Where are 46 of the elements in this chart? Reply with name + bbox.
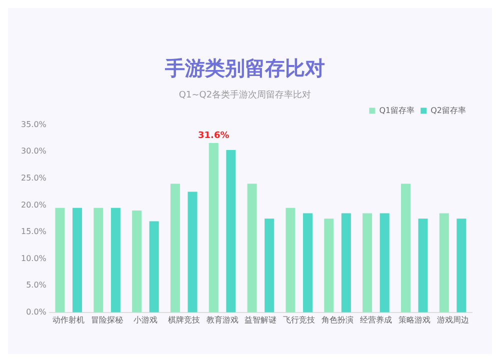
x-tick-label: 飞行竞技 <box>283 315 316 324</box>
x-tick-label: 动作射机 <box>52 315 85 324</box>
bar <box>208 143 218 312</box>
chart-subtitle: Q1~Q2各类手游次周留存率比对 <box>178 90 312 101</box>
bar <box>226 150 236 312</box>
bar <box>94 208 104 312</box>
y-tick-label: 25.0% <box>20 173 47 182</box>
y-tick-label: 5.0% <box>26 280 47 290</box>
bar <box>55 208 65 312</box>
bar <box>380 213 390 312</box>
data-label: 31.6% <box>198 130 230 141</box>
y-tick-label: 35.0% <box>20 120 47 129</box>
x-tick-label: 教育游戏 <box>206 315 238 324</box>
x-tick-label: 小游戏 <box>133 315 158 324</box>
y-tick-label: 0.0% <box>26 307 47 316</box>
bar <box>72 208 82 312</box>
bar <box>110 208 120 312</box>
bar <box>362 213 372 312</box>
bar <box>247 184 257 312</box>
x-tick-label: 益智解谜 <box>244 315 277 324</box>
bar <box>324 218 334 312</box>
x-tick-label: 棋牌竞技 <box>168 315 200 324</box>
legend-label: Q1留存率 <box>379 106 415 115</box>
bar <box>286 208 296 312</box>
bar <box>439 213 449 312</box>
y-tick-label: 30.0% <box>20 146 47 156</box>
bar <box>264 218 274 312</box>
bar <box>188 192 198 312</box>
chart-title: 手游类别留存比对 <box>164 56 325 80</box>
x-tick-label: 冒险探秘 <box>91 315 124 324</box>
y-tick-label: 10.0% <box>20 254 47 263</box>
x-tick-label: 角色扮演 <box>322 315 354 324</box>
bar <box>341 213 351 312</box>
y-tick-label: 15.0% <box>20 227 47 236</box>
bar <box>149 221 159 312</box>
x-tick-label: 经营养成 <box>360 315 392 324</box>
bar <box>418 218 428 312</box>
bar <box>303 213 313 312</box>
x-tick-label: 策略游戏 <box>398 315 430 324</box>
bar <box>400 184 410 312</box>
bar <box>170 184 180 312</box>
y-tick-label: 20.0% <box>20 200 47 210</box>
bar <box>456 218 466 312</box>
bar <box>132 210 142 312</box>
x-tick-label: 游戏周边 <box>436 315 469 324</box>
legend-label: Q2留存率 <box>430 106 466 115</box>
